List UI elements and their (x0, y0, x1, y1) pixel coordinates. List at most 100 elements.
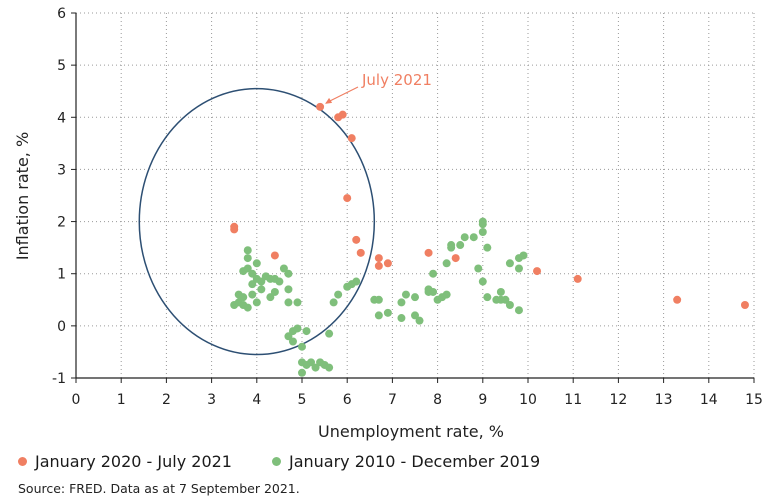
point-2010-2019 (252, 298, 261, 307)
point-2020-2021 (356, 248, 365, 257)
source-note: Source: FRED. Data as at 7 September 202… (18, 481, 300, 496)
point-2010-2019 (460, 233, 469, 242)
point-2010-2019 (293, 324, 302, 333)
point-2010-2019 (411, 311, 419, 320)
legend-marker-recent (18, 457, 27, 466)
point-2010-2019 (478, 277, 487, 286)
points-layer (230, 102, 749, 377)
point-2010-2019 (442, 259, 451, 268)
legend-marker-older (271, 457, 281, 466)
point-2010-2019 (501, 295, 510, 304)
x-tick-label: 14 (700, 392, 718, 408)
point-2010-2019 (270, 287, 279, 296)
legend: January 2020 - July 2021 January 2010 - … (18, 452, 540, 471)
point-2010-2019 (456, 241, 465, 250)
legend-label-older: January 2010 - December 2019 (288, 452, 541, 471)
point-2010-2019 (397, 314, 406, 323)
x-tick-label: 13 (655, 392, 673, 408)
point-2020-2021 (270, 251, 279, 260)
y-tick-label: 4 (57, 110, 66, 126)
x-axis-label: Unemployment rate, % (318, 422, 504, 441)
x-tick-label: 6 (343, 392, 352, 408)
point-2020-2021 (352, 235, 361, 244)
point-2010-2019 (298, 342, 306, 351)
point-2010-2019 (284, 332, 293, 341)
point-2020-2021 (740, 301, 749, 309)
point-2010-2019 (483, 293, 492, 302)
point-2020-2021 (573, 274, 582, 283)
annotation-arrow-line (325, 86, 359, 104)
point-2010-2019 (429, 287, 438, 296)
annotation-layer: July 2021 (325, 71, 432, 104)
point-2010-2019 (496, 287, 505, 296)
point-2020-2021 (343, 194, 352, 203)
point-2010-2019 (243, 254, 252, 263)
y-tick-label: 2 (57, 215, 66, 231)
point-2020-2021 (374, 254, 383, 263)
legend-item-older: January 2010 - December 2019 (271, 452, 541, 471)
legend-label-recent: January 2020 - July 2021 (35, 452, 232, 471)
point-2010-2019 (266, 293, 275, 302)
x-tick-label: 8 (433, 392, 442, 408)
point-2010-2019 (505, 259, 514, 268)
point-2020-2021 (347, 134, 356, 143)
point-2010-2019 (248, 280, 257, 289)
x-tick-label: 2 (162, 392, 171, 408)
annotation-arrow-head (325, 97, 333, 104)
point-2010-2019 (325, 329, 334, 338)
point-2020-2021 (316, 102, 325, 111)
point-2010-2019 (248, 269, 257, 278)
point-2010-2019 (284, 269, 293, 278)
point-2020-2021 (424, 248, 433, 257)
point-2020-2021 (383, 259, 392, 268)
point-2010-2019 (248, 290, 257, 299)
point-2010-2019 (252, 259, 261, 268)
point-2010-2019 (243, 303, 252, 312)
point-2010-2019 (293, 298, 302, 307)
point-2010-2019 (505, 301, 514, 309)
point-2010-2019 (374, 311, 383, 320)
point-2010-2019 (514, 264, 523, 273)
point-2010-2019 (243, 246, 252, 255)
x-tick-label: 9 (478, 392, 487, 408)
point-2010-2019 (352, 277, 361, 286)
point-2010-2019 (329, 298, 338, 307)
y-tick-label: 5 (57, 58, 66, 74)
point-2010-2019 (239, 293, 248, 302)
x-tick-label: 11 (564, 392, 582, 408)
point-2010-2019 (311, 363, 320, 372)
point-2010-2019 (478, 228, 487, 236)
annotation-label: July 2021 (361, 71, 432, 89)
point-2010-2019 (442, 290, 451, 299)
point-2010-2019 (279, 264, 288, 273)
point-2010-2019 (298, 368, 306, 377)
x-tick-label: 7 (388, 392, 397, 408)
grid-layer (76, 12, 755, 378)
point-2010-2019 (469, 233, 478, 242)
point-2010-2019 (483, 243, 492, 252)
point-2010-2019 (519, 251, 528, 260)
point-2010-2019 (474, 264, 483, 273)
legend-item-recent: January 2020 - July 2021 (18, 452, 232, 471)
point-2010-2019 (257, 285, 266, 294)
point-2020-2021 (230, 225, 239, 234)
x-tick-label: 15 (745, 392, 763, 408)
x-tick-label: 3 (207, 392, 216, 408)
y-tick-label: 1 (57, 267, 66, 283)
point-2010-2019 (334, 290, 343, 299)
point-2020-2021 (338, 110, 347, 119)
y-axis-label: Inflation rate, % (13, 132, 32, 260)
point-2010-2019 (429, 269, 438, 278)
point-2010-2019 (325, 363, 334, 372)
point-2010-2019 (447, 243, 456, 252)
highlight-ellipse (138, 87, 376, 356)
point-2010-2019 (401, 290, 410, 299)
x-tick-label: 5 (298, 392, 307, 408)
point-2020-2021 (533, 267, 542, 276)
point-2010-2019 (288, 337, 297, 346)
point-2010-2019 (307, 358, 316, 367)
x-tick-label: 12 (609, 392, 627, 408)
x-tick-label: 4 (252, 392, 261, 408)
